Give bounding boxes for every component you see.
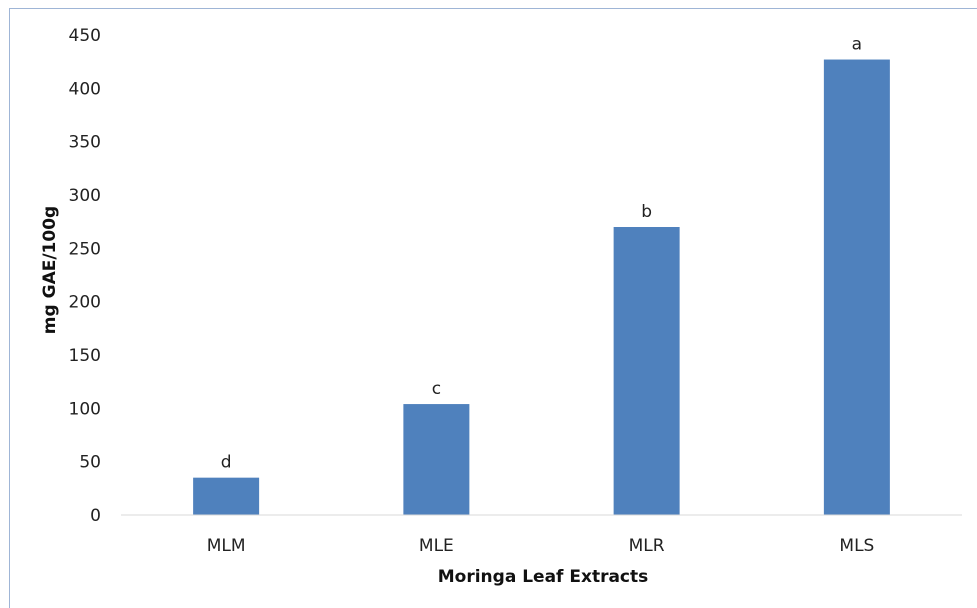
bar-data-label: b — [641, 202, 652, 222]
y-tick-label: 350 — [69, 133, 101, 153]
x-tick-label: MLS — [839, 536, 874, 556]
y-tick-label: 0 — [90, 506, 101, 526]
y-tick-label: 400 — [69, 79, 101, 99]
data-labels-group: d c b a — [221, 35, 862, 473]
bar-data-label: c — [432, 379, 441, 399]
bar-mlr — [614, 227, 680, 515]
x-axis-ticks: MLM MLE MLR MLS — [207, 536, 875, 556]
y-axis-ticks: 0 50 100 150 200 250 300 350 400 450 — [69, 26, 101, 526]
y-tick-label: 450 — [69, 26, 101, 46]
y-tick-label: 50 — [79, 453, 101, 473]
y-tick-label: 200 — [69, 293, 101, 313]
bar-data-label: a — [852, 35, 862, 55]
x-axis-title: Moringa Leaf Extracts — [438, 567, 649, 587]
bar-mlm — [193, 478, 259, 515]
bar-data-label: d — [221, 453, 232, 473]
y-tick-label: 300 — [69, 186, 101, 206]
y-axis-title: mg GAE/100g — [40, 206, 60, 334]
x-tick-label: MLR — [629, 536, 665, 556]
bars-group — [193, 60, 890, 515]
y-tick-label: 150 — [69, 346, 101, 366]
y-tick-label: 250 — [69, 239, 101, 259]
y-tick-label: 100 — [69, 399, 101, 419]
bar-mle — [403, 404, 469, 515]
bar-mls — [824, 60, 890, 515]
x-tick-label: MLM — [207, 536, 246, 556]
x-tick-label: MLE — [419, 536, 454, 556]
